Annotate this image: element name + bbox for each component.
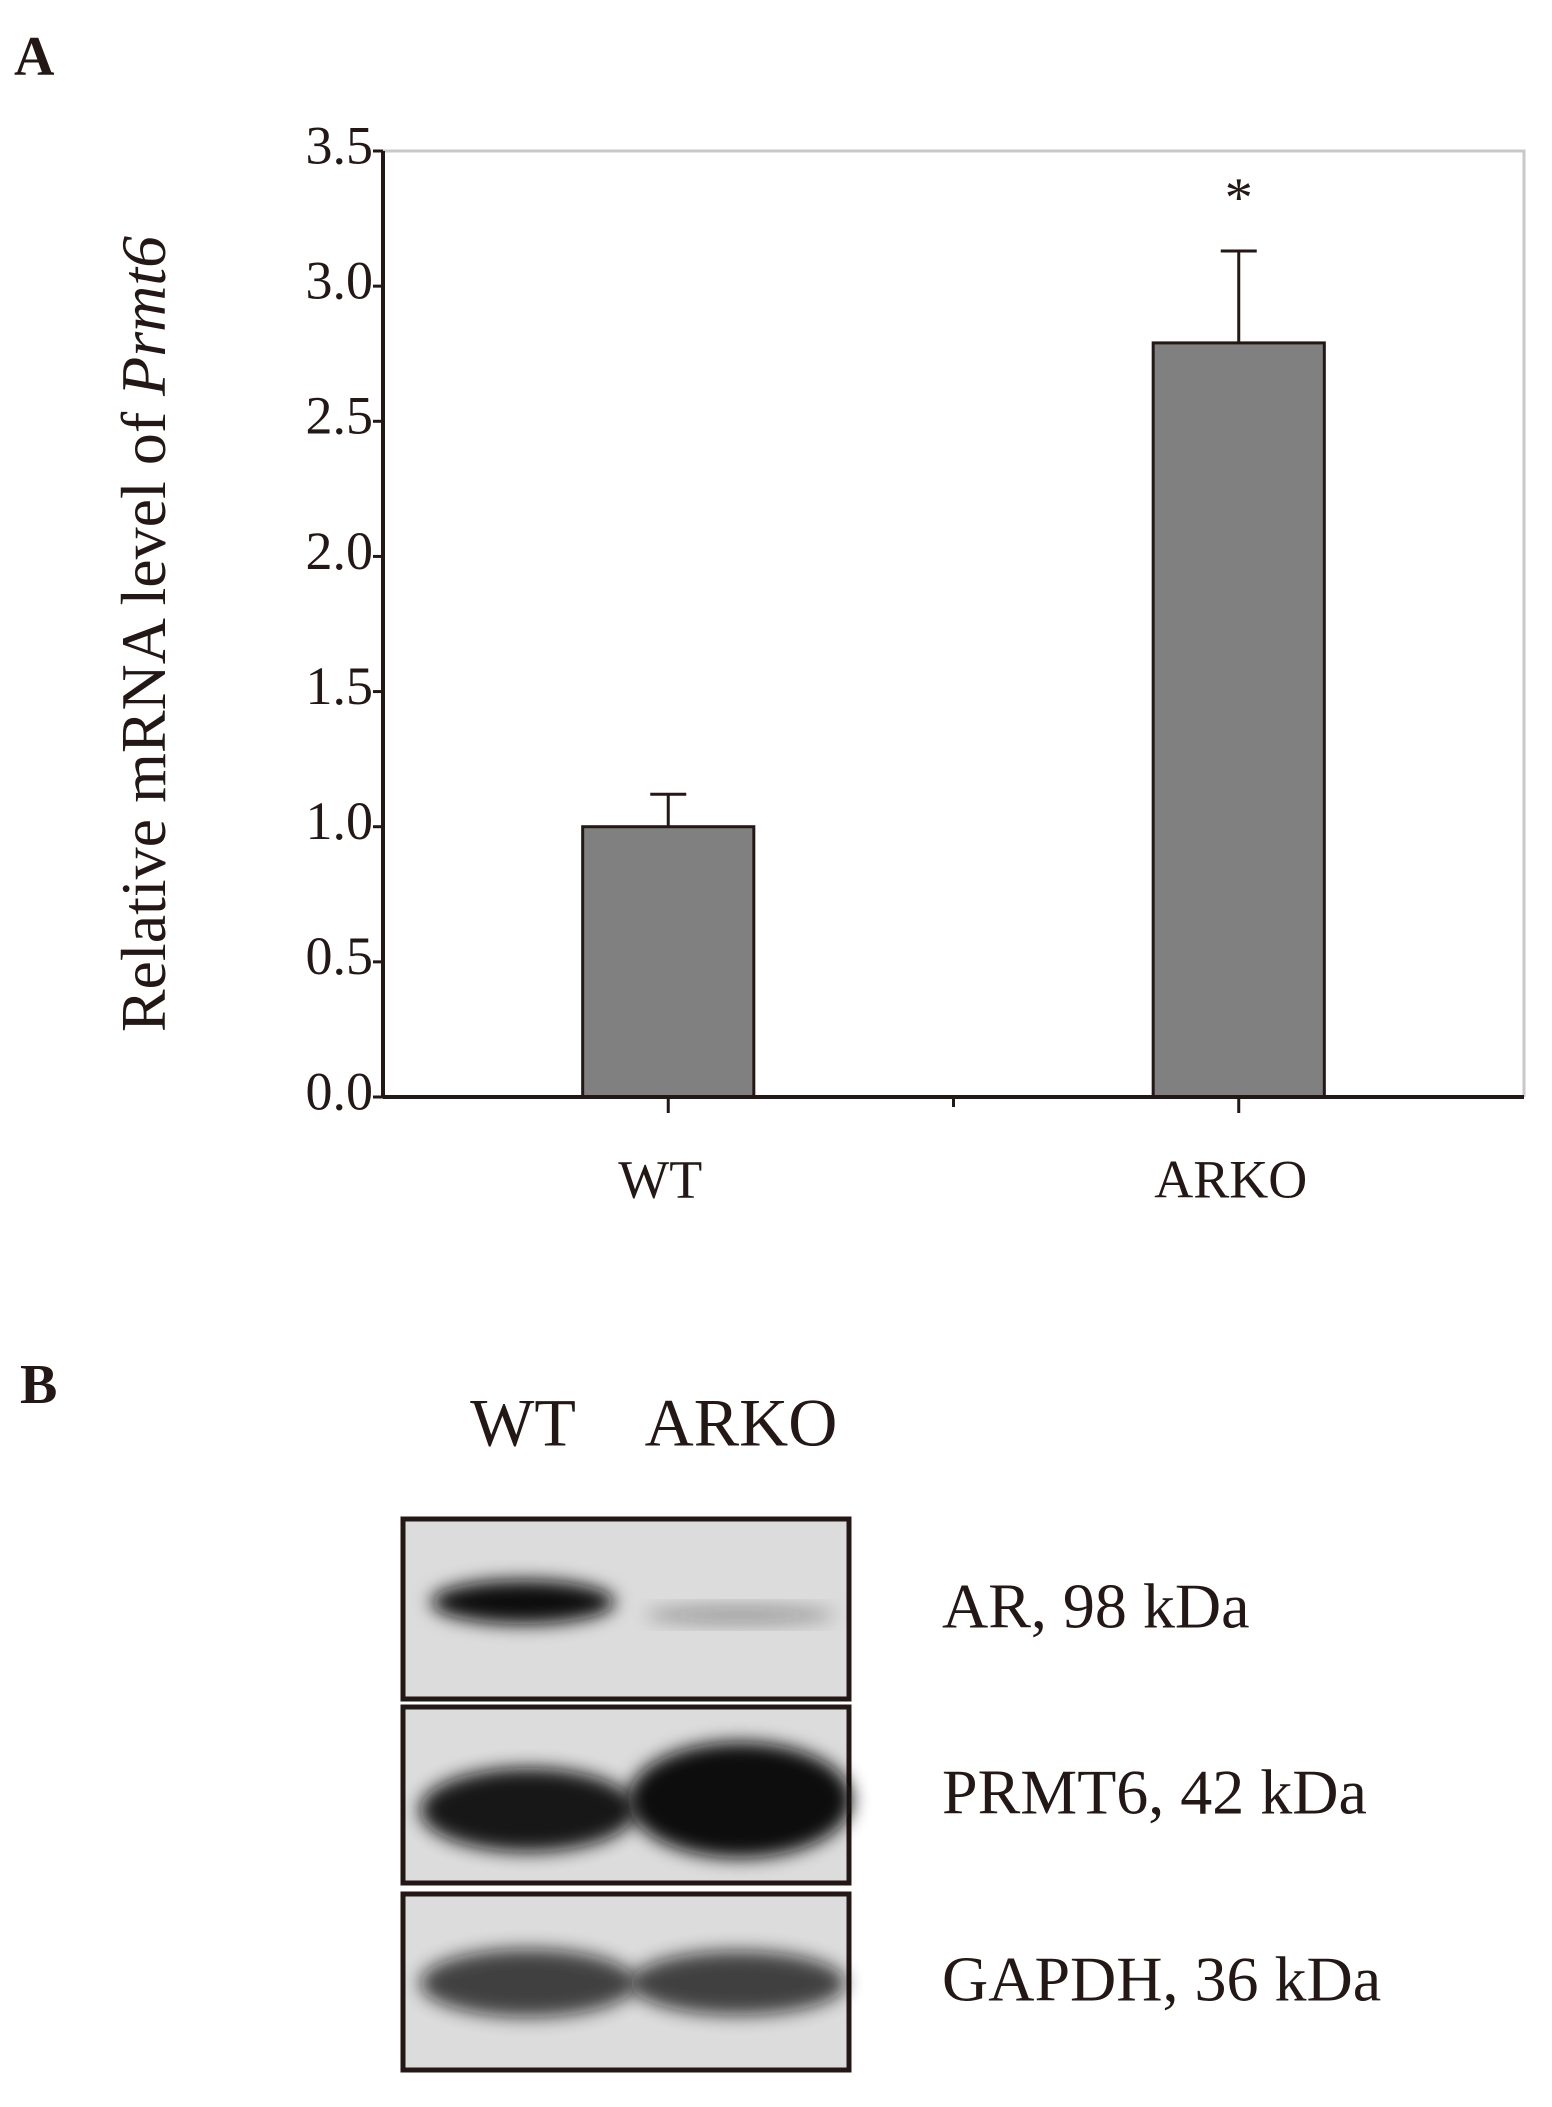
bar	[1151, 341, 1326, 1099]
y-tick-label: 3.0	[306, 251, 374, 311]
plot-frame	[383, 149, 1526, 1097]
blot-band	[431, 1580, 615, 1624]
y-tick-label: 3.5	[306, 115, 374, 175]
y-tick-label: 2.5	[306, 386, 374, 446]
y-axis-label: Relative mRNA level of Prmt6	[108, 236, 179, 1032]
lane-label: WT	[470, 1385, 576, 1461]
y-tick-label: 1.5	[306, 656, 374, 716]
row-label: AR, 98 kDa	[942, 1571, 1250, 1642]
lane-label: ARKO	[645, 1385, 838, 1461]
x-tick-label: WT	[618, 1149, 702, 1209]
y-tick-label: 0.0	[306, 1061, 374, 1121]
y-tick-label: 2.0	[306, 521, 374, 581]
panel-label: B	[20, 1354, 57, 1416]
row-label: PRMT6, 42 kDa	[942, 1757, 1367, 1828]
x-tick-label: ARKO	[1154, 1149, 1307, 1209]
blot-band	[630, 1951, 846, 2015]
blot-band	[420, 1768, 636, 1852]
y-tick-label: 0.5	[306, 926, 374, 986]
y-axis-label-part: Prmt6	[108, 236, 179, 397]
y-tick-label: 1.0	[306, 791, 374, 851]
blot-band	[645, 1607, 835, 1623]
error-bar	[650, 792, 687, 827]
row-label: GAPDH, 36 kDa	[942, 1944, 1381, 2015]
significance: *	[1225, 167, 1253, 229]
blot-band	[628, 1742, 852, 1858]
panel-label: A	[14, 26, 55, 88]
blot-band	[420, 1949, 636, 2017]
bar	[581, 825, 756, 1099]
y-axis-label-part: Relative mRNA level of	[108, 411, 179, 1032]
error-bar	[1220, 249, 1257, 343]
